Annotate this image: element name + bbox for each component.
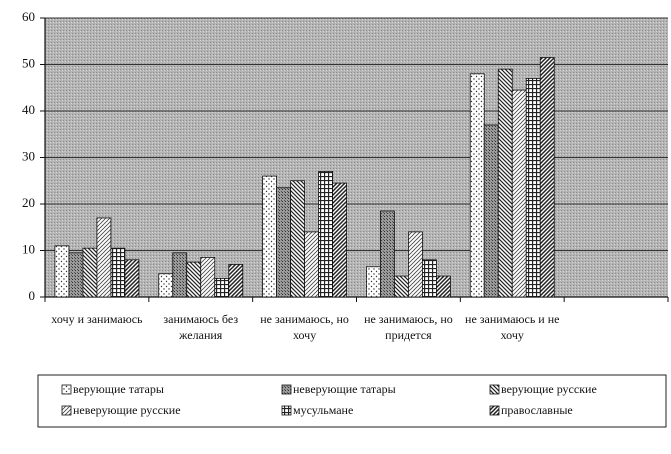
- legend-label: неверующие русские: [73, 403, 181, 417]
- bar: [511, 89, 527, 298]
- bar: [304, 231, 319, 298]
- bar: [408, 231, 423, 298]
- legend-label: православные: [501, 403, 573, 417]
- bar: [483, 124, 499, 298]
- bar: [539, 57, 555, 298]
- legend-box: [37, 374, 667, 428]
- bar: [96, 217, 112, 298]
- bar: [262, 175, 277, 298]
- bar: [276, 187, 291, 298]
- x-tick-label: не занимаюсь, но хочу: [260, 312, 349, 342]
- bar: [172, 252, 188, 298]
- bar: [110, 247, 126, 298]
- bar: [290, 180, 305, 298]
- legend-swatch: [61, 405, 72, 416]
- bar: [497, 68, 513, 298]
- bar: [124, 259, 140, 298]
- bar: [82, 247, 98, 298]
- y-tick-label: 50: [22, 55, 35, 70]
- bar: [525, 78, 541, 298]
- legend-label: мусульмане: [293, 403, 353, 417]
- y-tick-label: 40: [22, 102, 35, 117]
- legend-label: верующие татары: [73, 382, 164, 396]
- legend-swatch: [61, 384, 72, 395]
- bar: [366, 266, 381, 298]
- y-tick-label: 0: [29, 288, 36, 303]
- legend-label: верующие русские: [501, 382, 597, 396]
- legend-swatch: [281, 405, 292, 416]
- bar: [332, 182, 347, 298]
- x-tick-label: не занимаюсь и не хочу: [465, 312, 560, 342]
- x-tick-label: хочу и занимаюсь: [51, 312, 143, 326]
- y-tick-label: 10: [22, 241, 35, 256]
- bar: [54, 245, 70, 298]
- y-tick-label: 20: [22, 195, 35, 210]
- legend-label: неверующие татары: [293, 382, 396, 396]
- y-tick-label: 30: [22, 148, 35, 163]
- legend-swatch: [281, 384, 292, 395]
- bar: [394, 275, 409, 298]
- y-tick-label: 60: [22, 9, 35, 24]
- legend-swatch: [489, 384, 500, 395]
- bar: [318, 171, 333, 298]
- bar: [158, 273, 174, 298]
- bar: [200, 257, 216, 298]
- legend-swatch: [489, 405, 500, 416]
- bar: [68, 252, 84, 298]
- bar: [422, 259, 437, 298]
- bar: [469, 73, 485, 298]
- bar: [214, 277, 230, 298]
- bar: [436, 275, 451, 298]
- x-tick-label: занимаюсь без желания: [163, 312, 239, 342]
- bar: [228, 264, 244, 298]
- bar: [186, 261, 202, 298]
- x-tick-label: не занимаюсь, но придется: [364, 312, 453, 342]
- bar: [380, 210, 395, 298]
